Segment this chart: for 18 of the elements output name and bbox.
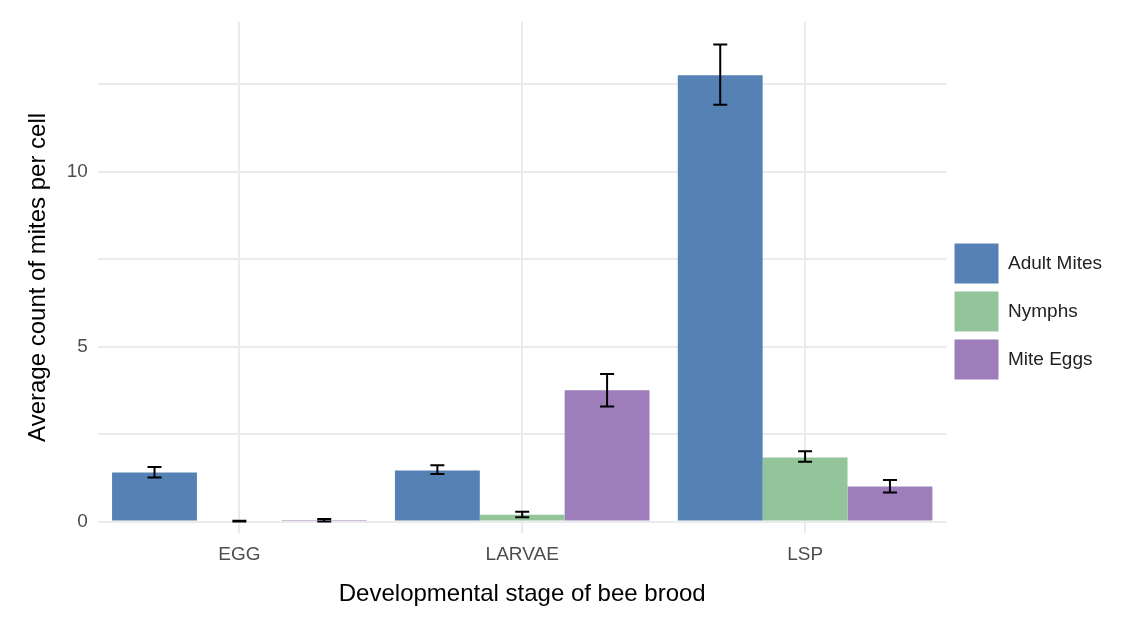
legend-label: Nymphs xyxy=(1008,299,1078,321)
y-tick-label: 0 xyxy=(77,509,88,531)
bar xyxy=(112,472,197,521)
bar xyxy=(762,457,848,521)
x-tick-label: LARVAE xyxy=(485,543,559,565)
y-tick-label: 10 xyxy=(66,160,88,182)
bar xyxy=(394,470,480,521)
x-tick-label: LSP xyxy=(787,543,824,565)
x-tick-label: EGG xyxy=(218,543,261,565)
bar xyxy=(677,75,763,521)
legend-label: Mite Eggs xyxy=(1008,347,1093,369)
bar xyxy=(564,390,650,521)
bar xyxy=(479,514,565,521)
bar xyxy=(847,486,933,521)
legend-label: Adult Mites xyxy=(1008,251,1102,273)
x-axis-title: Developmental stage of bee brood xyxy=(338,579,706,607)
y-tick-label: 5 xyxy=(77,334,88,356)
y-axis-title: Average count of mites per cell xyxy=(23,112,51,442)
